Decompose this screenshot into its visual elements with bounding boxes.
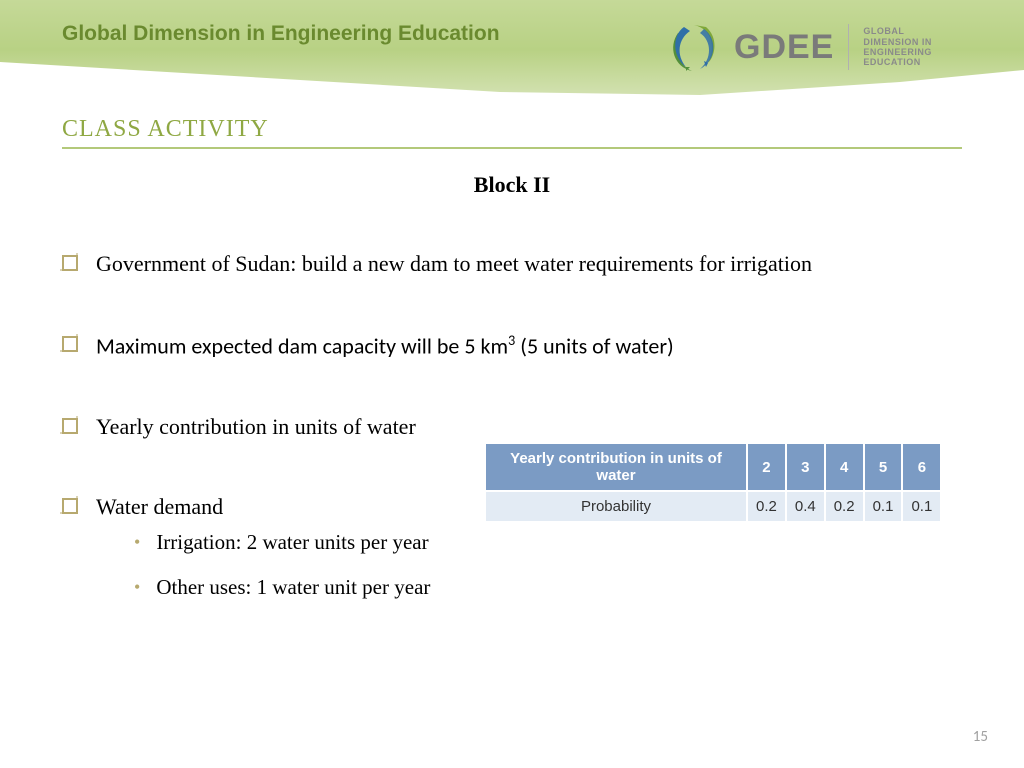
bullet-text: Yearly contribution in units of water [96, 413, 416, 442]
table-cell: 0.1 [865, 492, 902, 521]
content-area: Government of Sudan: build a new dam to … [62, 250, 962, 620]
globe-icon [664, 17, 724, 77]
sub-bullet-list: • Irrigation: 2 water units per year • O… [134, 530, 962, 600]
probability-table: Yearly contribution in units of water 2 … [484, 442, 942, 523]
bullet-item: Government of Sudan: build a new dam to … [62, 250, 962, 279]
table-header-cell: 4 [826, 444, 863, 490]
table-row-label: Probability [486, 492, 746, 521]
sub-bullet-item: • Other uses: 1 water unit per year [134, 575, 962, 600]
table-header-cell: 3 [787, 444, 824, 490]
table-header-cell: 5 [865, 444, 902, 490]
dot-bullet-icon: • [134, 532, 140, 553]
table-header-row: Yearly contribution in units of water 2 … [486, 444, 940, 490]
sub-bullet-text: Other uses: 1 water unit per year [156, 575, 430, 600]
section-title: CLASS ACTIVITY [62, 116, 269, 143]
dot-bullet-icon: • [134, 577, 140, 598]
table-cell: 0.1 [903, 492, 940, 521]
table-cell: 0.2 [826, 492, 863, 521]
square-bullet-icon [62, 336, 78, 352]
table-header-cell: 2 [748, 444, 785, 490]
page-number: 15 [973, 728, 988, 746]
table-header-cell: 6 [903, 444, 940, 490]
logo-acronym: GDEE [734, 28, 834, 67]
bullet-text: Maximum expected dam capacity will be 5 … [96, 331, 674, 361]
section-underline [62, 147, 962, 149]
table-header-label: Yearly contribution in units of water [486, 444, 746, 490]
logo-subtitle: GLOBAL DIMENSION IN ENGINEERING EDUCATIO… [863, 26, 932, 67]
sub-bullet-text: Irrigation: 2 water units per year [156, 530, 428, 555]
bullet-item: Maximum expected dam capacity will be 5 … [62, 331, 962, 361]
bullet-text: Government of Sudan: build a new dam to … [96, 250, 812, 279]
block-title: Block II [0, 172, 1024, 198]
logo: GDEE GLOBAL DIMENSION IN ENGINEERING EDU… [664, 12, 994, 82]
square-bullet-icon [62, 255, 78, 271]
bullet-item: Yearly contribution in units of water [62, 413, 962, 442]
square-bullet-icon [62, 418, 78, 434]
table-row: Probability 0.2 0.4 0.2 0.1 0.1 [486, 492, 940, 521]
bullet-text: Water demand [96, 493, 223, 522]
table-cell: 0.2 [748, 492, 785, 521]
table-cell: 0.4 [787, 492, 824, 521]
square-bullet-icon [62, 498, 78, 514]
header-title: Global Dimension in Engineering Educatio… [62, 22, 500, 46]
logo-separator [848, 24, 849, 70]
sub-bullet-item: • Irrigation: 2 water units per year [134, 530, 962, 555]
